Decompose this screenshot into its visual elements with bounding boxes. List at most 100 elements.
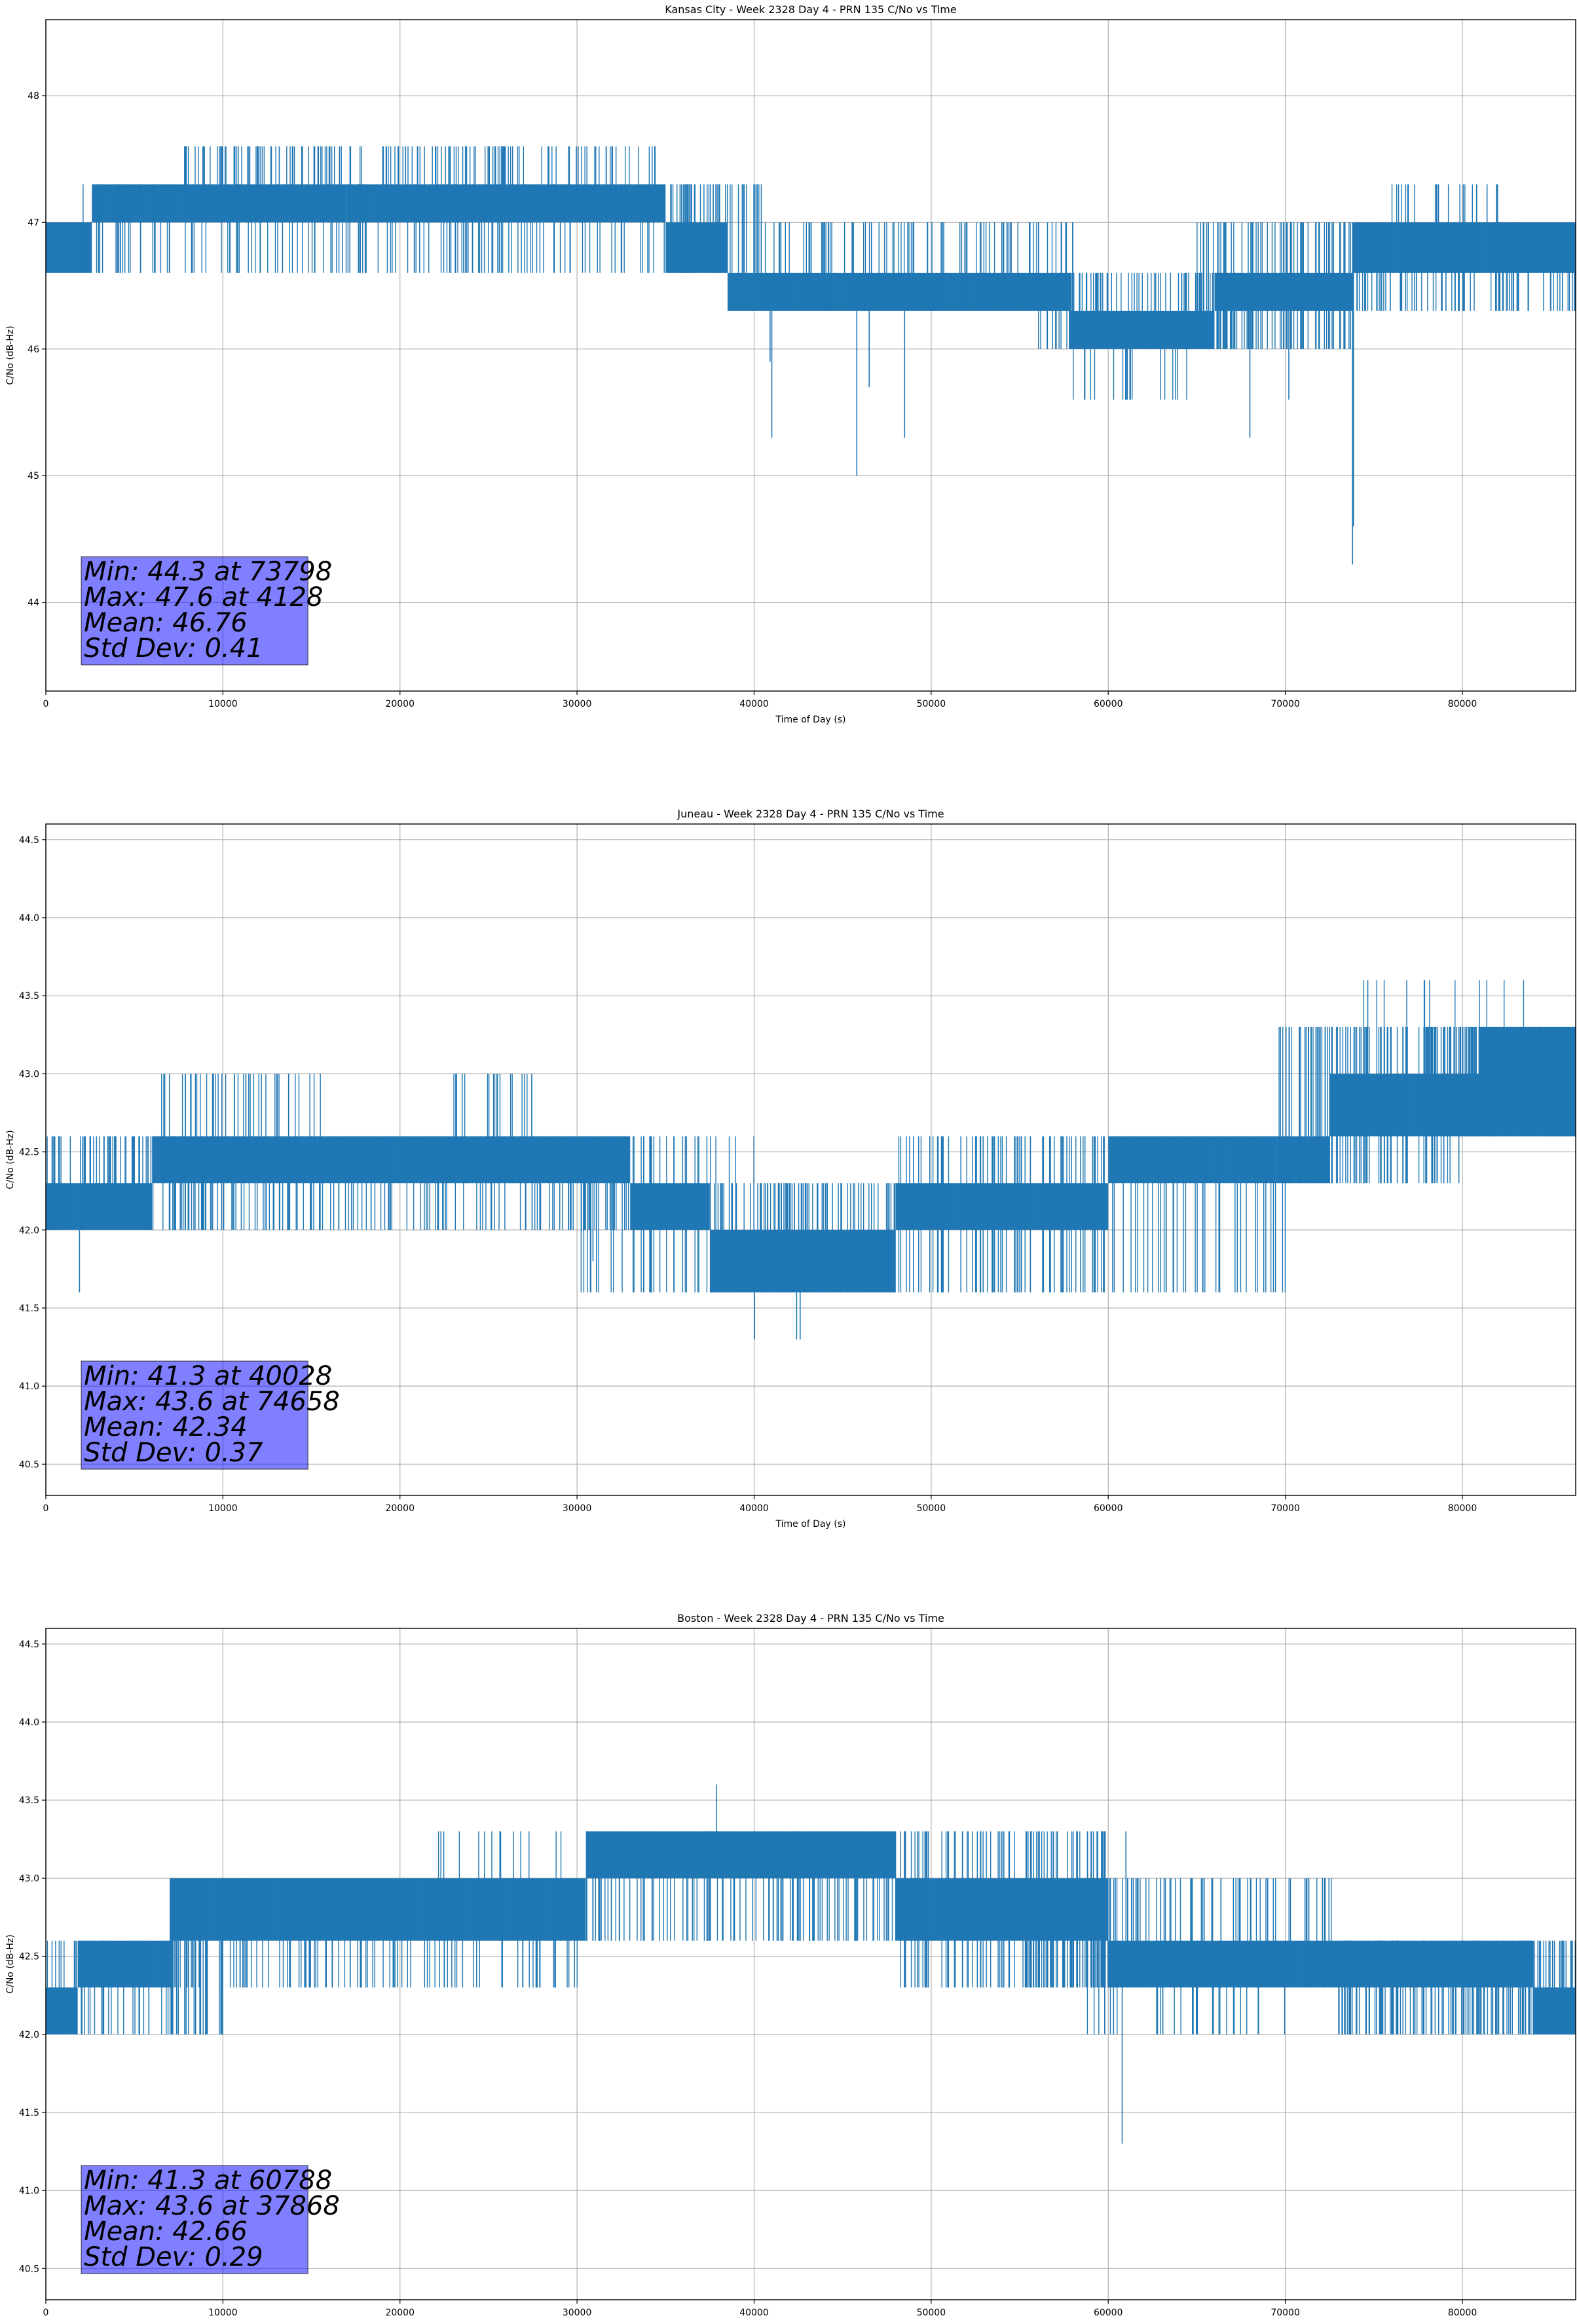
series-cno — [46, 980, 1576, 1340]
y-axis-label: C/No (dB-Hz) — [5, 1934, 16, 1993]
x-tick-label: 20000 — [385, 1503, 415, 1514]
x-tick-label: 0 — [43, 699, 49, 709]
x-tick-label: 70000 — [1271, 699, 1300, 709]
x-tick-label: 0 — [43, 1503, 49, 1514]
stats-line: Min: 41.3 at 40028 — [84, 1361, 332, 1391]
data-band — [488, 184, 666, 223]
x-tick-label: 0 — [43, 2308, 49, 2318]
data-band — [1338, 1940, 1534, 1988]
y-tick-label: 47 — [28, 217, 39, 228]
stats-line: Min: 44.3 at 73798 — [84, 557, 332, 587]
axes-frame — [45, 1628, 1576, 2300]
y-axis: 40.5 41.0 41.5 42.0 42.5 43.0 43.5 44.0 44.5 — [19, 1640, 46, 2274]
x-tick-label: 10000 — [208, 2308, 238, 2318]
data-band — [223, 184, 347, 223]
x-tick-label: 60000 — [1094, 2308, 1123, 2318]
data-band — [585, 1831, 896, 1879]
chart-title: Juneau - Week 2328 Day 4 - PRN 135 C/No … — [677, 808, 944, 820]
grid — [45, 20, 1576, 691]
y-axis: 40.5 41.0 41.5 42.0 42.5 43.0 43.5 44.0 44.5 — [19, 835, 46, 1470]
y-tick-label: 40.5 — [19, 2264, 39, 2274]
data-band — [1329, 1074, 1427, 1136]
y-tick-label: 43.0 — [19, 1069, 39, 1079]
stats-line: Std Dev: 0.41 — [84, 633, 263, 664]
y-tick-label: 43.5 — [19, 991, 39, 1002]
y-tick-label: 42.0 — [19, 2030, 39, 2040]
x-axis-label: Time of Day (s) — [775, 715, 846, 725]
stats-box-background — [81, 1360, 308, 1470]
stats-line: Std Dev: 0.29 — [84, 2242, 263, 2272]
y-tick-label: 45 — [28, 471, 39, 481]
x-tick-label: 50000 — [917, 1503, 946, 1514]
x-tick-label: 30000 — [563, 1503, 592, 1514]
x-tick-label: 30000 — [563, 2308, 592, 2318]
x-tick-label: 10000 — [208, 699, 238, 709]
stats-box-background — [81, 556, 308, 665]
x-axis: 0 10000 20000 30000 40000 50000 60000 70000 8000… — [43, 1495, 1477, 1514]
axes-frame — [45, 823, 1576, 1496]
data-band — [46, 222, 92, 273]
y-tick-label: 42.5 — [19, 1952, 39, 1962]
y-tick-label: 40.5 — [19, 1459, 39, 1470]
chart-panel-2: Juneau - Week 2328 Day 4 - PRN 135 C/No … — [5, 808, 1576, 1529]
y-tick-label: 44.5 — [19, 835, 39, 846]
y-tick-label: 43.5 — [19, 1795, 39, 1806]
data-band — [92, 184, 223, 223]
x-axis: 0 10000 20000 30000 40000 50000 60000 70000 8000… — [43, 691, 1477, 709]
y-tick-label: 41.0 — [19, 1381, 39, 1392]
stats-line: Mean: 46.76 — [84, 608, 248, 638]
stats-line: Mean: 42.34 — [84, 1412, 248, 1442]
y-tick-label: 44 — [28, 598, 39, 609]
x-tick-label: 40000 — [739, 1503, 769, 1514]
data-band — [170, 1878, 586, 1941]
x-tick-label: 60000 — [1094, 1503, 1123, 1514]
stats-line: Max: 43.6 at 37868 — [84, 2191, 340, 2221]
data-band — [709, 1229, 896, 1293]
stats-line: Mean: 42.66 — [84, 2217, 248, 2247]
series-cno — [46, 146, 1576, 565]
x-tick-label: 40000 — [739, 2308, 769, 2318]
x-axis: 0 10000 20000 30000 40000 50000 60000 70000 8000… — [43, 2300, 1477, 2318]
x-tick-label: 30000 — [563, 699, 592, 709]
y-tick-label: 44.0 — [19, 1717, 39, 1728]
y-tick-label: 42.5 — [19, 1148, 39, 1158]
x-axis-label: Time of Day (s) — [775, 1519, 846, 1529]
stats-line: Max: 47.6 at 4128 — [84, 582, 323, 612]
y-tick-label: 43.0 — [19, 1873, 39, 1884]
y-tick-label: 46 — [28, 345, 39, 355]
chart-panel-3: Boston - Week 2328 Day 4 - PRN 135 C/No … — [5, 1612, 1576, 2324]
series-cno — [46, 1784, 1576, 2144]
y-axis-label: C/No (dB-Hz) — [5, 1130, 16, 1189]
y-tick-label: 41.5 — [19, 2108, 39, 2118]
data-band — [46, 1987, 78, 2034]
y-tick-label: 42.0 — [19, 1226, 39, 1236]
y-tick-label: 44.5 — [19, 1640, 39, 1650]
x-tick-label: 70000 — [1271, 1503, 1300, 1514]
y-axis: 44 45 46 47 48 — [28, 91, 46, 609]
y-tick-label: 41.5 — [19, 1303, 39, 1314]
axes-frame — [45, 19, 1576, 692]
x-tick-label: 50000 — [917, 2308, 946, 2318]
data-band — [1108, 1940, 1339, 1988]
x-tick-label: 60000 — [1094, 699, 1123, 709]
stats-line: Min: 41.3 at 60788 — [84, 2165, 332, 2196]
x-tick-label: 40000 — [739, 699, 769, 709]
x-tick-label: 80000 — [1448, 2308, 1477, 2318]
x-tick-label: 80000 — [1448, 699, 1477, 709]
y-tick-label: 44.0 — [19, 913, 39, 924]
x-tick-label: 70000 — [1271, 2308, 1300, 2318]
data-band — [665, 222, 719, 273]
x-tick-label: 50000 — [917, 699, 946, 709]
stats-box-background — [81, 2165, 308, 2274]
data-band — [1108, 1136, 1277, 1184]
y-axis-label: C/No (dB-Hz) — [5, 326, 16, 384]
x-tick-label: 10000 — [208, 1503, 238, 1514]
x-tick-label: 80000 — [1448, 1503, 1477, 1514]
chart-panel-1: Kansas City - Week 2328 Day 4 - PRN 135 … — [5, 3, 1576, 725]
chart-title: Kansas City - Week 2328 Day 4 - PRN 135 … — [665, 3, 956, 16]
x-tick-label: 20000 — [385, 2308, 415, 2318]
y-tick-label: 41.0 — [19, 2186, 39, 2196]
